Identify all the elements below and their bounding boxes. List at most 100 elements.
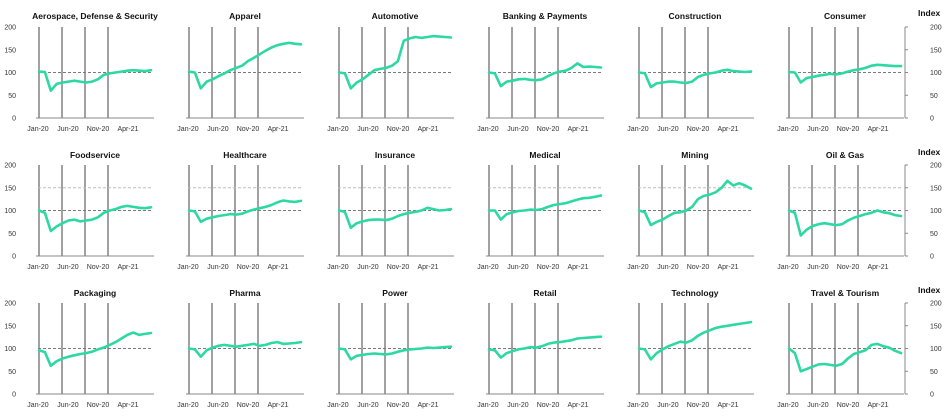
- x-tick-label: Apr-21: [867, 126, 888, 133]
- y-tick-label-left: 50: [8, 231, 16, 238]
- series-line: [487, 62, 603, 88]
- small-multiple-0: Aerospace, Defense & Security Jan-20 Jun-2…: [4, 11, 158, 133]
- small-multiple-14: Power Jan-20 Jun-20 Nov-20 Apr-21: [327, 288, 454, 409]
- x-tick-label: Jan-20: [177, 264, 199, 271]
- y-tick-label-right: 50: [930, 369, 938, 376]
- chart-title: Retail: [533, 288, 556, 298]
- x-tick-label: Jun-20: [357, 126, 379, 133]
- y-tick-label-left: 150: [4, 47, 16, 54]
- x-tick-label: Nov-20: [537, 126, 560, 133]
- x-tick-label: Apr-21: [417, 402, 438, 409]
- chart-title: Power: [382, 288, 408, 298]
- small-multiple-11: Oil & Gas Jan-20 Jun-20 Nov-20 Apr-21: [777, 150, 904, 271]
- chart-title: Mining: [681, 150, 708, 160]
- small-multiple-13: Pharma Jan-20 Jun-20 Nov-20 Apr-21: [177, 288, 304, 409]
- series-line: [337, 345, 453, 361]
- x-tick-label: Apr-21: [567, 402, 588, 409]
- x-tick-label: Apr-21: [117, 402, 138, 409]
- x-tick-label: Nov-20: [687, 264, 710, 271]
- y-tick-label-right: 200: [930, 25, 942, 32]
- chart-title: Medical: [529, 150, 560, 160]
- chart-title: Insurance: [375, 150, 415, 160]
- y-tick-label-left: 200: [4, 163, 16, 170]
- chart-title: Pharma: [229, 288, 260, 298]
- x-tick-label: Jun-20: [207, 126, 229, 133]
- y-tick-label-right: 200: [930, 163, 942, 170]
- x-tick-label: Jun-20: [657, 402, 679, 409]
- x-tick-label: Jun-20: [207, 402, 229, 409]
- x-tick-label: Jun-20: [207, 264, 229, 271]
- y-tick-label-right: 0: [930, 116, 934, 123]
- series-line: [487, 194, 603, 221]
- small-multiple-16: Technology Jan-20 Jun-20 Nov-20 Apr-21: [627, 288, 754, 409]
- small-multiple-15: Retail Jan-20 Jun-20 Nov-20 Apr-21: [477, 288, 604, 409]
- x-tick-label: Nov-20: [387, 402, 410, 409]
- small-multiple-2: Automotive Jan-20 Jun-20 Nov-20 Apr-21: [327, 11, 454, 133]
- chart-title: Apparel: [229, 11, 261, 21]
- x-tick-label: Jun-20: [807, 264, 829, 271]
- chart-title: Packaging: [74, 288, 117, 298]
- small-multiple-8: Insurance Jan-20 Jun-20 Nov-20 Apr-21: [327, 150, 454, 271]
- x-tick-label: Apr-21: [267, 126, 288, 133]
- chart-title: Banking & Payments: [503, 11, 588, 21]
- y-tick-label-right: 100: [930, 70, 942, 77]
- y-tick-label-left: 100: [4, 70, 16, 77]
- y-tick-label-left: 0: [12, 116, 16, 123]
- chart-title: Automotive: [372, 11, 419, 21]
- x-tick-label: Jun-20: [807, 402, 829, 409]
- small-multiple-6: Foodservice Jan-20 Jun-20 Nov-20 Apr-21 0 50 10…: [4, 150, 154, 271]
- x-tick-label: Apr-21: [867, 264, 888, 271]
- y-tick-label-left: 100: [4, 346, 16, 353]
- y-tick-label-left: 50: [8, 93, 16, 100]
- small-multiple-7: Healthcare Jan-20 Jun-20 Nov-20 Apr-21: [177, 150, 304, 271]
- x-tick-label: Nov-20: [387, 126, 410, 133]
- x-tick-label: Apr-21: [417, 264, 438, 271]
- x-tick-label: Jan-20: [777, 126, 799, 133]
- x-tick-label: Apr-21: [717, 402, 738, 409]
- y-tick-label-right: 150: [930, 47, 942, 54]
- chart-title: Oil & Gas: [826, 150, 865, 160]
- series-line: [637, 320, 753, 361]
- small-multiple-9: Medical Jan-20 Jun-20 Nov-20 Apr-21: [477, 150, 604, 271]
- x-tick-label: Jun-20: [657, 126, 679, 133]
- y-tick-label-left: 200: [4, 301, 16, 308]
- y-tick-label-left: 150: [4, 323, 16, 330]
- y-tick-label-right: 50: [930, 93, 938, 100]
- x-tick-label: Apr-21: [117, 126, 138, 133]
- series-line: [637, 68, 753, 89]
- series-line: [787, 342, 903, 373]
- x-tick-label: Nov-20: [387, 264, 410, 271]
- x-tick-label: Jan-20: [177, 402, 199, 409]
- x-tick-label: Jun-20: [57, 264, 79, 271]
- y-tick-label-right: 50: [930, 231, 938, 238]
- series-line: [337, 34, 453, 90]
- x-tick-label: Jun-20: [507, 402, 529, 409]
- x-tick-label: Nov-20: [237, 126, 260, 133]
- series-line: [787, 63, 903, 84]
- x-tick-label: Jan-20: [327, 402, 349, 409]
- x-tick-label: Jan-20: [27, 402, 49, 409]
- series-line: [37, 331, 153, 368]
- series-line: [487, 335, 603, 359]
- x-tick-label: Nov-20: [537, 264, 560, 271]
- series-line: [187, 41, 303, 90]
- x-tick-label: Nov-20: [687, 126, 710, 133]
- small-multiple-17: Travel & Tourism Jan-20 Jun-20 Nov-20 Apr-21: [777, 288, 904, 409]
- y-tick-label-right: 100: [930, 208, 942, 215]
- x-tick-label: Jan-20: [777, 402, 799, 409]
- x-tick-label: Apr-21: [717, 264, 738, 271]
- right-index-axis-0: Index 0 50 100 150 200: [904, 8, 942, 123]
- y-tick-label-left: 150: [4, 185, 16, 192]
- x-tick-label: Jan-20: [477, 264, 499, 271]
- x-tick-label: Apr-21: [267, 264, 288, 271]
- x-tick-label: Nov-20: [87, 264, 110, 271]
- series-line: [337, 206, 453, 230]
- x-tick-label: Nov-20: [87, 126, 110, 133]
- right-axis-title: Index: [918, 147, 940, 157]
- small-multiple-5: Consumer Jan-20 Jun-20 Nov-20 Apr-21: [777, 11, 904, 133]
- x-tick-label: Jun-20: [507, 126, 529, 133]
- y-tick-label-left: 50: [8, 369, 16, 376]
- x-tick-label: Jun-20: [807, 126, 829, 133]
- x-tick-label: Jan-20: [327, 126, 349, 133]
